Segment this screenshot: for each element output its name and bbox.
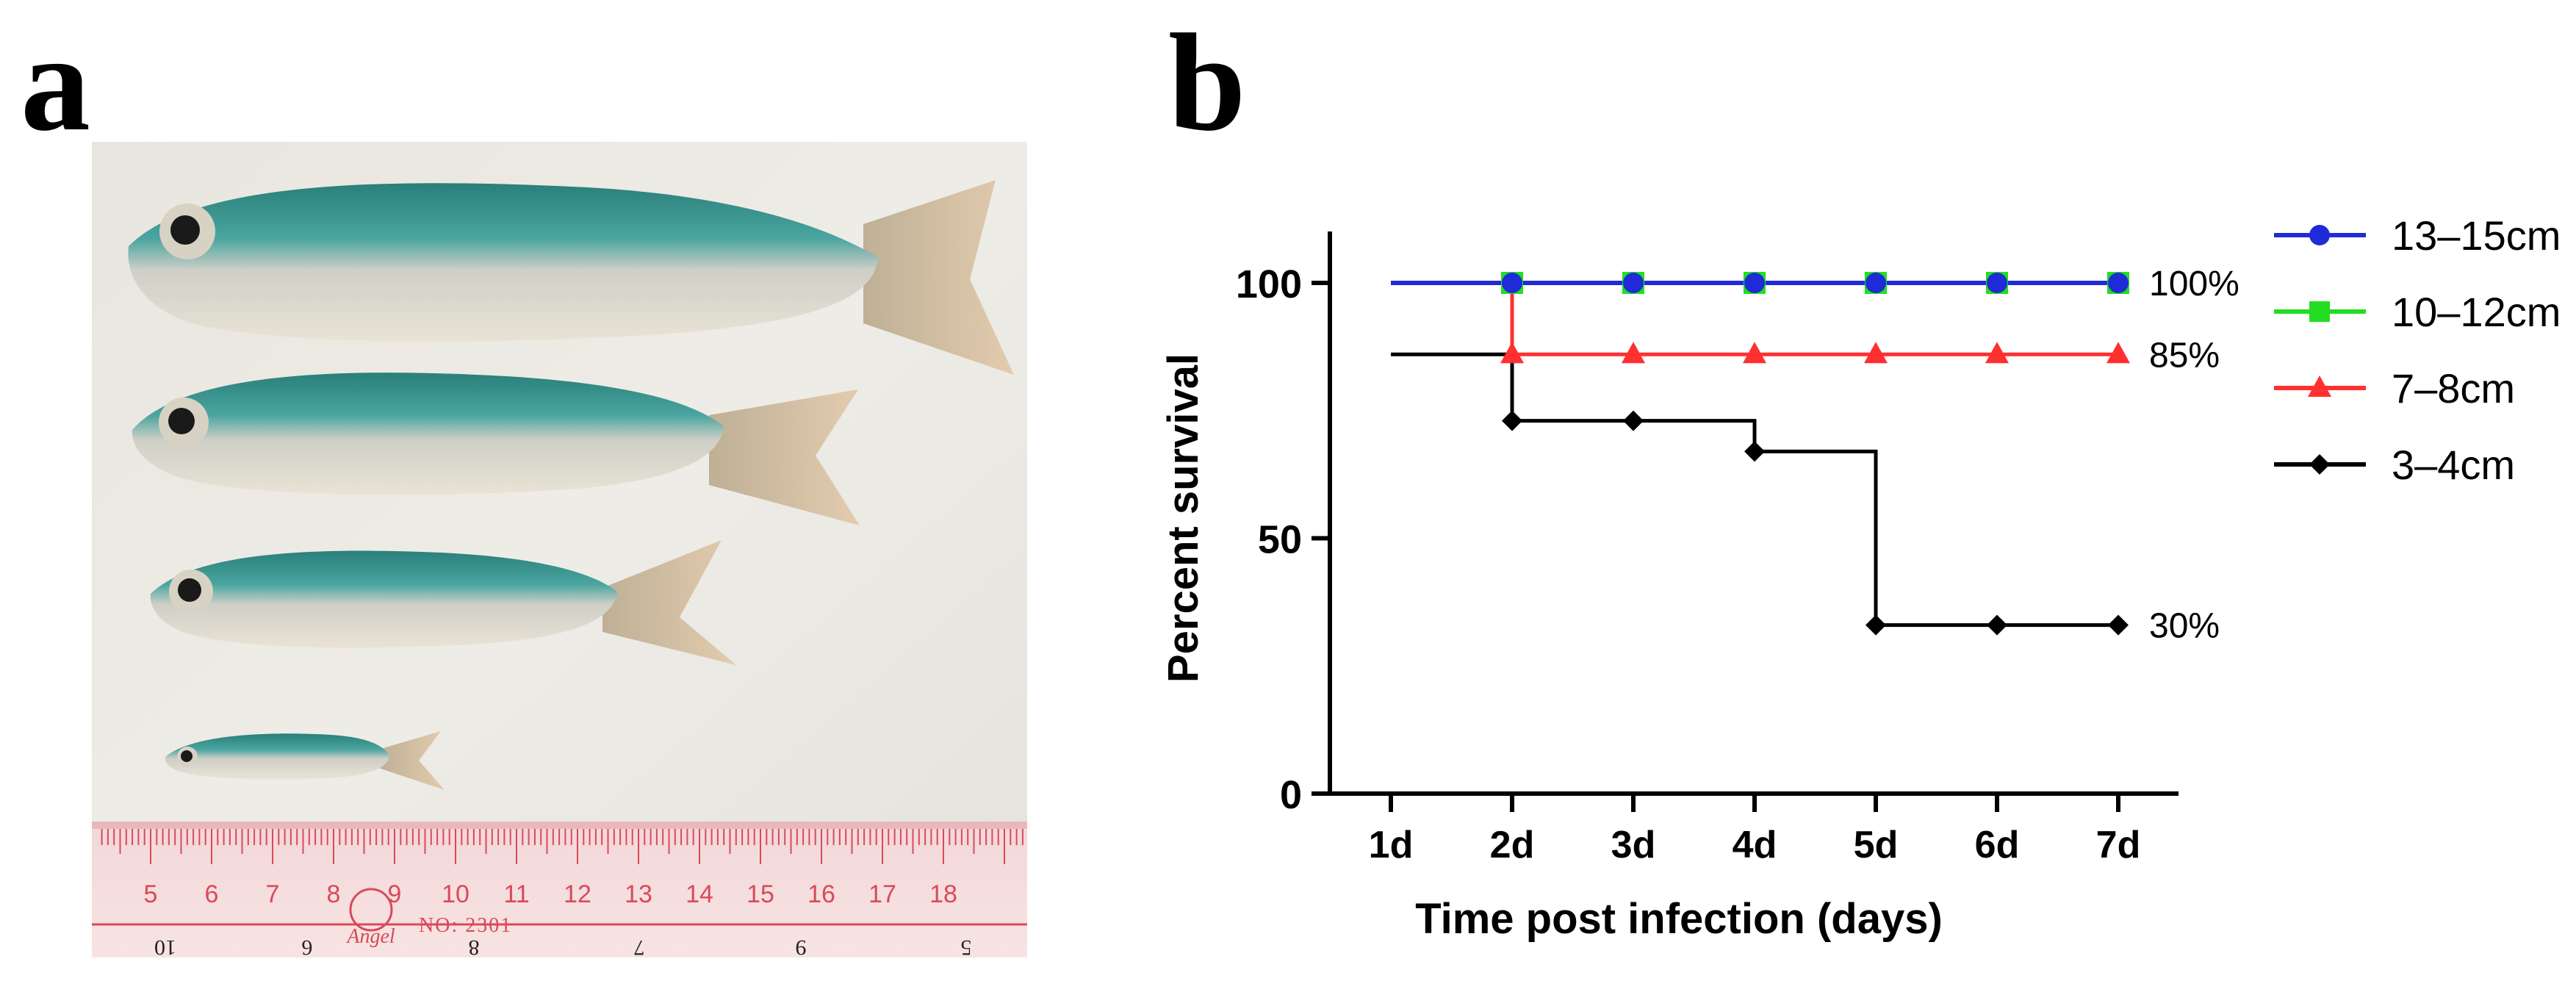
ruler-model: NO: 2301 — [419, 914, 512, 937]
x-tick-label: 6d — [1975, 824, 2020, 866]
ruler-number: 14 — [686, 880, 713, 908]
data-point-series-4 — [1866, 614, 1886, 636]
data-point-series-1 — [1623, 273, 1644, 293]
ruler-number: 10 — [442, 880, 469, 908]
fish-tiny — [165, 731, 445, 790]
data-point-series-3 — [1985, 342, 2009, 364]
y-tick-label: 100 — [1236, 262, 1302, 306]
ruler-number: 15 — [746, 880, 774, 908]
ruler-number: 18 — [929, 880, 957, 908]
legend: 13–15cm 10–12cm 7–8cm 3–4cm — [2274, 212, 2561, 488]
x-tick-label: 5d — [1854, 824, 1899, 866]
data-point-series-3 — [1500, 342, 1524, 364]
data-point-series-3 — [1864, 342, 1888, 364]
ruler-edge-numbers: 10 6 8 7 9 5 — [154, 935, 972, 960]
ruler: 5 6 7 8 9 10 11 12 13 14 15 16 17 18 Angel NO: 2301 1… — [92, 822, 1027, 960]
ruler-logo — [349, 888, 393, 932]
panel-b-letter: b — [1168, 6, 1246, 160]
data-point-series-1 — [1502, 273, 1522, 293]
data-point-series-4 — [1623, 410, 1644, 431]
legend-marker — [2309, 225, 2330, 245]
ruler-number: 17 — [868, 880, 896, 908]
ruler-number: 13 — [625, 880, 652, 908]
y-tick-label: 50 — [1258, 518, 1302, 562]
ruler-edge-number: 9 — [796, 935, 807, 960]
x-ticks: 1d 2d 3d 4d 5d 6d 7d — [1369, 794, 2141, 866]
ruler-number: 16 — [807, 880, 835, 908]
end-label: 30% — [2149, 607, 2220, 646]
legend-label: 10–12cm — [2392, 289, 2561, 335]
data-point-series-3 — [1622, 342, 1645, 364]
ruler-edge-number: 6 — [302, 935, 313, 960]
legend-marker — [2308, 375, 2331, 397]
end-labels: 100% 85% 30% — [2149, 265, 2239, 646]
ruler-edge-number: 10 — [154, 935, 176, 960]
series-line-3 — [1391, 281, 2118, 356]
ruler-number: 6 — [205, 880, 219, 908]
x-tick-label: 4d — [1733, 824, 1777, 866]
data-point-series-1 — [2108, 273, 2129, 293]
series-line-4 — [1391, 352, 2118, 628]
y-tick-label: 0 — [1280, 773, 1302, 817]
data-point-series-4 — [1744, 441, 1765, 462]
data-point-series-1 — [1987, 273, 2007, 293]
data-point-series-3 — [1743, 342, 1766, 364]
data-point-series-1 — [1866, 273, 1886, 293]
ruler-edge-number: 7 — [634, 935, 645, 960]
ruler-number: 11 — [503, 880, 529, 908]
ruler-brand: Angel — [345, 925, 395, 948]
end-label: 100% — [2149, 265, 2239, 303]
y-ticks: 0 50 100 — [1236, 262, 1330, 817]
ruler-number: 8 — [327, 880, 341, 908]
x-tick-label: 2d — [1490, 824, 1535, 866]
chart-axes — [1328, 231, 2179, 796]
data-point-series-1 — [1744, 273, 1765, 293]
data-point-series-4 — [1502, 410, 1522, 431]
ruler-number: 5 — [144, 880, 158, 908]
ruler-edge-number: 5 — [961, 935, 972, 960]
y-axis-label: Percent survival — [1159, 353, 1207, 683]
legend-marker — [2309, 454, 2330, 475]
series-markers — [1500, 272, 2130, 636]
ruler-number: 9 — [388, 880, 402, 908]
panel-a-letter: a — [21, 6, 90, 160]
legend-label: 3–4cm — [2392, 442, 2515, 488]
end-label: 85% — [2149, 336, 2220, 375]
data-point-series-4 — [1987, 614, 2007, 636]
x-tick-label: 1d — [1369, 824, 1414, 866]
x-tick-label: 3d — [1611, 824, 1656, 866]
data-point-series-3 — [2107, 342, 2130, 364]
fish-small — [150, 540, 736, 665]
x-axis-label: Time post infection (days) — [1415, 895, 1943, 943]
legend-label: 13–15cm — [2392, 212, 2561, 259]
legend-marker — [2309, 301, 2330, 322]
data-point-series-4 — [2108, 614, 2129, 636]
fish-large — [128, 180, 1014, 375]
ruler-numbers: 5 6 7 8 9 10 11 12 13 14 15 16 17 18 — [144, 880, 957, 908]
legend-label: 7–8cm — [2392, 365, 2515, 412]
ruler-edge-number: 8 — [469, 935, 480, 960]
ruler-number: 7 — [266, 880, 280, 908]
ruler-number: 12 — [564, 880, 591, 908]
x-tick-label: 7d — [2096, 824, 2141, 866]
fish-medium — [132, 373, 860, 525]
